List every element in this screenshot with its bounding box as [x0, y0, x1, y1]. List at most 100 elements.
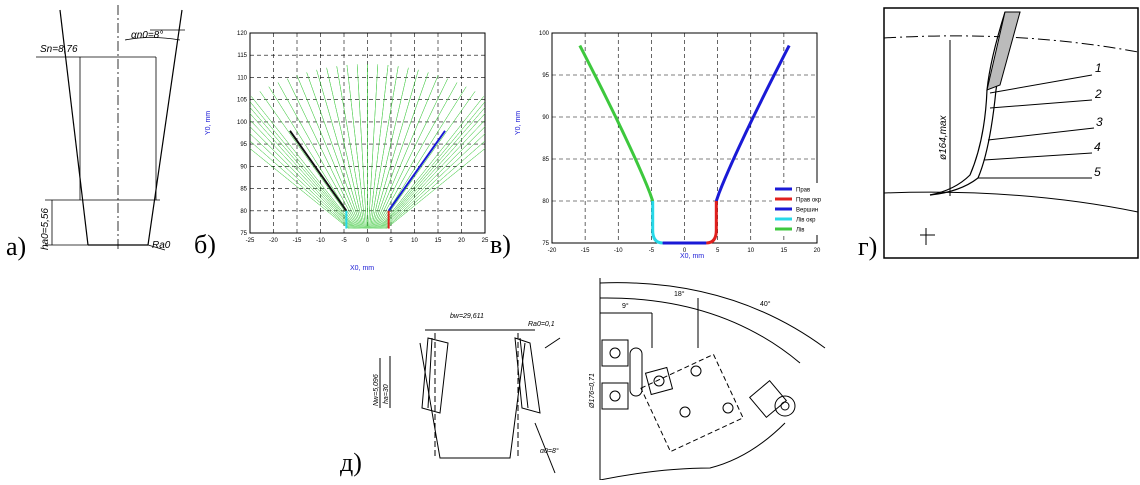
b-xtick: -15 [293, 238, 302, 244]
left-profile [289, 130, 348, 212]
c-ytick: 90 [542, 115, 549, 121]
tooth-profile-segments-plot: -20 -15 -10 -5 0 5 10 15 20 75 80 85 90 95 100 Прав Пра… [515, 31, 822, 260]
fan-line [249, 101, 356, 229]
b-ytick: 105 [237, 98, 248, 104]
fan-line [371, 67, 409, 229]
b-ytick: 80 [240, 209, 247, 215]
alpha-label: αn0=8° [131, 30, 163, 41]
fan-line [382, 119, 486, 229]
panel-d: bw=29,611 Ra0=0,1 ha=30 Nw=5,096 α0=8° Ø… [330, 268, 830, 481]
b-ytick: 95 [240, 142, 247, 148]
fan-line [381, 113, 486, 229]
panel-b-label: б) [194, 230, 216, 259]
fan-line [249, 133, 351, 229]
fan-line [377, 91, 476, 229]
b-ytick: 90 [240, 164, 247, 170]
fan-line [370, 66, 399, 229]
panel-a: αn0=8° Sn=8,76 ha0=5,56 Ra0 а) [0, 0, 190, 270]
panel-c: -20 -15 -10 -5 0 5 10 15 20 75 80 85 90 95 100 Прав Пра… [490, 25, 860, 275]
fan-line [296, 75, 362, 229]
fan-line [378, 96, 484, 229]
legend-label: Прав окр [796, 198, 822, 204]
c-xtick: -5 [649, 248, 655, 254]
panel-d-label: д) [340, 448, 362, 477]
h1-label: ha=30 [383, 384, 390, 404]
fan-line [249, 113, 354, 229]
r-label: Ra0 [152, 240, 171, 251]
c-xtick: 15 [781, 248, 788, 254]
b-xtick: -5 [341, 238, 347, 244]
c-xtick: 20 [814, 248, 821, 254]
fan-line [251, 96, 357, 229]
fan-line [368, 64, 379, 229]
fan-line [384, 133, 486, 229]
b-ytick: 120 [237, 31, 248, 37]
callout-5: 5 [1094, 165, 1101, 179]
c-xtick: -15 [581, 248, 590, 254]
right-flank-curve [714, 44, 791, 202]
fan-line [336, 66, 365, 229]
fan-line [259, 91, 358, 229]
fan-line [316, 69, 364, 229]
b-xtick: -25 [246, 238, 255, 244]
callout-4: 4 [1094, 140, 1101, 154]
fan-line [373, 75, 439, 229]
fan-line [380, 107, 486, 229]
b-xtick: 10 [411, 238, 418, 244]
fan-line [277, 82, 360, 229]
fan-line [375, 82, 458, 229]
c-ytick: 75 [542, 241, 549, 247]
ra-label: Ra0=0,1 [528, 321, 555, 328]
right-profile [387, 130, 446, 212]
b-ylabel: Y0, mm [205, 111, 212, 135]
c-ytick: 100 [539, 31, 550, 37]
fan-line [372, 72, 429, 229]
b-xlabel: X0, mm [350, 265, 374, 272]
b-xtick: 5 [389, 238, 393, 244]
fan-line [249, 119, 353, 229]
dim-d-label: Ø176=0,71 [589, 373, 596, 409]
fan-line [287, 78, 361, 229]
b-xtick: 15 [435, 238, 442, 244]
legend-label: Прав [796, 188, 810, 194]
ha-label: ha0=5,56 [40, 208, 51, 250]
panel-b: -25 -20 -15 -10 -5 0 5 10 15 20 25 75 80 85 90 95 100 105… [194, 25, 500, 275]
b-xtick: 20 [458, 238, 465, 244]
c-ytick: 95 [542, 73, 549, 79]
fan-line [374, 78, 448, 229]
tool-blade-drawing: 1 2 3 4 5 ø164,max [883, 7, 1139, 259]
angle-9: 9° [622, 302, 629, 310]
fan-line [346, 65, 366, 229]
panel-a-label: а) [6, 232, 27, 261]
fan-line [386, 148, 486, 229]
fan-line [249, 126, 352, 229]
b-xtick: 25 [482, 238, 489, 244]
b-ytick: 115 [237, 53, 247, 59]
legend-label: Лів [796, 228, 804, 234]
tooth-profile-drawing: αn0=8° Sn=8,76 ha0=5,56 Ra0 [36, 5, 185, 251]
callout-2: 2 [1094, 87, 1102, 101]
fan-line [385, 140, 486, 229]
fan-line [249, 148, 349, 229]
legend-label: Вершин [796, 208, 818, 214]
left-flank-curve [578, 44, 655, 202]
b-xtick: -20 [269, 238, 278, 244]
b-xtick: 0 [366, 238, 370, 244]
sn-label: Sn=8,76 [40, 44, 78, 55]
panel-g: 1 2 3 4 5 ø164,max г) [858, 0, 1140, 261]
c-xlabel: X0, mm [680, 253, 704, 260]
fan-line [383, 126, 486, 229]
fan-line [356, 64, 367, 229]
b-ytick: 85 [240, 187, 247, 193]
c-xtick: -20 [548, 248, 557, 254]
fan-line [306, 72, 363, 229]
fan-line [326, 67, 364, 229]
panel-g-label: г) [858, 232, 878, 261]
panel-c-label: в) [490, 230, 511, 259]
c-ytick: 85 [542, 157, 549, 163]
b-ytick: 110 [237, 75, 247, 81]
callout-1: 1 [1095, 61, 1102, 75]
bw-label: bw=29,611 [450, 313, 484, 320]
cutter-head-drawing: bw=29,611 Ra0=0,1 ha=30 Nw=5,096 α0=8° Ø… [373, 278, 826, 481]
legend-label: Лів окр [796, 218, 816, 224]
